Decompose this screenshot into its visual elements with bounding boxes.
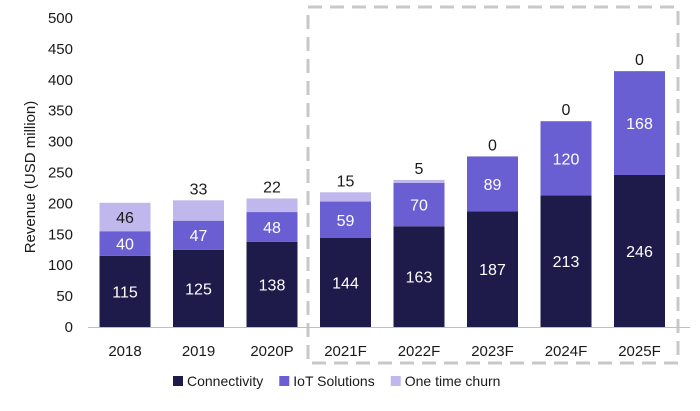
bar-value-label: 138 <box>259 277 286 294</box>
y-tick-label: 150 <box>48 226 73 243</box>
x-tick-label: 2020P <box>250 343 293 360</box>
bar-segment <box>173 249 224 327</box>
bar-segment <box>173 220 224 250</box>
y-tick-label: 200 <box>48 195 73 212</box>
bar-value-label: 89 <box>484 177 502 194</box>
bar-value-label: 120 <box>553 151 580 168</box>
bar-segment <box>246 198 298 213</box>
legend-swatch <box>173 376 183 386</box>
legend-label: One time churn <box>405 373 501 389</box>
x-tick-label: 2025F <box>618 343 661 360</box>
bar-segment <box>173 200 224 221</box>
bar-value-label: 115 <box>112 284 138 301</box>
bar-segment <box>614 71 665 175</box>
legend-swatch <box>279 376 290 386</box>
bar-segment <box>540 195 592 327</box>
bar-segment <box>467 156 518 212</box>
bar-segment <box>320 201 371 239</box>
y-tick-label: 350 <box>48 103 73 120</box>
y-tick-label: 50 <box>56 288 73 305</box>
bar-value-label: 144 <box>332 276 359 293</box>
bar-value-label: 163 <box>406 270 433 287</box>
bar-value-label: 5 <box>415 161 424 178</box>
bar-segment <box>393 183 445 227</box>
bar-value-label: 59 <box>337 213 355 230</box>
bar-value-label: 0 <box>488 137 497 154</box>
bar-value-label: 48 <box>263 220 281 237</box>
x-tick-label: 2024F <box>545 343 588 360</box>
bar-value-label: 125 <box>185 281 212 298</box>
y-tick-label: 300 <box>48 134 73 151</box>
bar-value-label: 246 <box>626 244 653 261</box>
y-tick-label: 250 <box>48 165 73 182</box>
bar-segment <box>540 121 592 196</box>
bar-value-label: 22 <box>263 179 281 196</box>
bar-segment <box>246 212 298 242</box>
bar-value-label: 0 <box>562 102 571 119</box>
y-axis: 0 50 100 150 200 250 300 350 400 450 500 <box>48 10 73 336</box>
bar-value-label: 168 <box>626 116 653 133</box>
bar-value-label: 0 <box>635 52 644 69</box>
y-tick-label: 100 <box>48 257 73 274</box>
bar-value-label: 187 <box>479 262 506 279</box>
bar-segment <box>320 238 371 327</box>
bar-value-label: 33 <box>190 181 208 198</box>
legend: Connectivity IoT Solutions One time churn <box>173 373 500 389</box>
bar-segment <box>99 202 151 232</box>
x-tick-label: 2023F <box>471 343 514 360</box>
bar-segment <box>393 226 445 327</box>
bar-value-label: 213 <box>553 254 580 271</box>
y-tick-label: 500 <box>48 10 73 27</box>
bar-segment <box>246 241 298 327</box>
bar-value-label: 47 <box>190 228 208 245</box>
bar-value-label: 40 <box>116 237 134 254</box>
bar-segment <box>614 174 665 327</box>
bar-segment <box>99 255 151 327</box>
bars: 115 40 46 125 47 33 138 48 22 144 59 15 163 70 5 187 89 0… <box>99 52 665 327</box>
bar-value-label: 46 <box>116 210 134 227</box>
legend-swatch <box>390 376 401 386</box>
bar-segment <box>467 211 518 327</box>
y-tick-label: 0 <box>65 319 73 336</box>
forecast-region <box>306 5 680 365</box>
legend-label: IoT Solutions <box>293 373 374 389</box>
bar-value-label: 15 <box>337 173 355 190</box>
y-tick-label: 450 <box>48 41 73 58</box>
y-axis-title: Revenue (USD million) <box>22 101 39 254</box>
bar-value-label: 70 <box>410 198 428 215</box>
bar-segment <box>320 192 371 202</box>
bar-segment <box>393 179 445 184</box>
y-tick-label: 400 <box>48 72 73 89</box>
x-tick-label: 2019 <box>182 343 215 360</box>
x-tick-label: 2021F <box>324 343 367 360</box>
forecast-dashed-box <box>306 5 680 365</box>
legend-label: Connectivity <box>187 373 263 389</box>
bar-segment <box>99 231 151 256</box>
x-tick-label: 2022F <box>398 343 441 360</box>
x-axis: 2018 2019 2020P 2021F 2022F 2023F 2024F 2025F <box>88 327 690 360</box>
x-tick-label: 2018 <box>108 343 141 360</box>
